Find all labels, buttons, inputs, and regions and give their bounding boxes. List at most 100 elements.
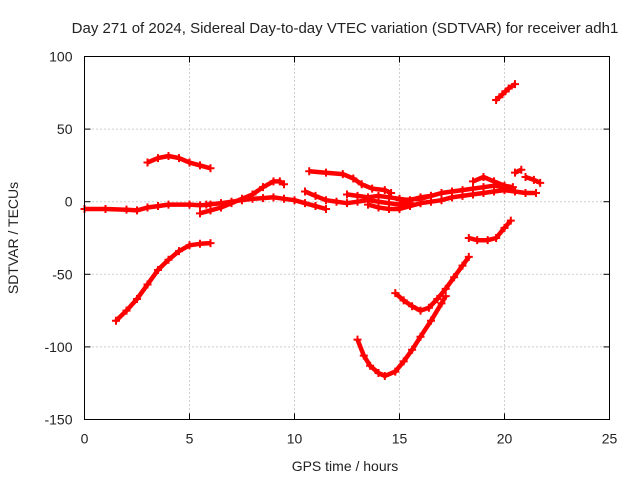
data-point [399, 296, 408, 305]
data-point [441, 284, 450, 293]
data-point [175, 154, 183, 163]
data-point [450, 273, 459, 282]
data-point [395, 204, 404, 213]
data-point [469, 190, 477, 199]
series-trace [393, 255, 471, 313]
data-point [164, 151, 173, 160]
data-point [206, 164, 215, 173]
data-point [529, 175, 538, 184]
data-point [374, 203, 383, 212]
data-point [275, 177, 284, 186]
data-point [269, 193, 278, 202]
data-point [364, 200, 372, 209]
data-point [280, 194, 288, 203]
axis-ticks: 0 5 10 15 20 25 -150 -100 -50 0 50 100 [44, 49, 617, 447]
data-point [357, 180, 366, 189]
data-point [290, 196, 299, 205]
data-point [154, 202, 162, 211]
x-axis-label: GPS time / hours [292, 458, 399, 474]
data-point [133, 206, 141, 215]
data-point [248, 194, 257, 203]
chart-title: Day 271 of 2024, Sidereal Day-to-day VTE… [72, 20, 619, 37]
data-point [532, 188, 540, 197]
data-point [424, 303, 433, 312]
series-trace [84, 202, 211, 213]
series-s15 [469, 173, 517, 192]
data-point [492, 96, 501, 105]
data-point [154, 154, 162, 163]
data-point [506, 216, 515, 225]
data-point [154, 265, 162, 274]
data-point [500, 181, 509, 190]
data-point [133, 294, 141, 303]
data-point [305, 167, 314, 176]
series-trace [399, 183, 505, 203]
data-point [343, 190, 351, 199]
data-point [122, 205, 131, 214]
data-point [143, 203, 152, 212]
data-point [185, 158, 194, 167]
data-point [322, 168, 330, 177]
data-point [380, 186, 389, 195]
data-point [416, 306, 425, 315]
data-point [238, 196, 246, 205]
data-point [368, 184, 377, 193]
series-s13 [391, 252, 473, 315]
series-s17 [511, 165, 526, 177]
data-point [391, 289, 400, 298]
data-point [374, 369, 383, 378]
data-point [458, 191, 467, 200]
data-point [517, 165, 526, 174]
data-point [511, 187, 519, 196]
data-point [385, 193, 393, 202]
data-point [175, 247, 183, 256]
series-s02 [112, 239, 215, 325]
data-point [143, 280, 152, 289]
data-point [311, 202, 320, 211]
data-point [196, 209, 204, 218]
data-point [458, 261, 467, 270]
x-tick-label: 10 [287, 431, 303, 447]
data-point [464, 234, 473, 242]
data-point [206, 239, 215, 248]
data-point [448, 193, 456, 202]
y-tick-label: -150 [44, 412, 72, 428]
series-s03 [143, 151, 215, 173]
data-point [217, 199, 225, 208]
data-point [473, 236, 482, 245]
data-point [311, 191, 320, 200]
data-point [427, 316, 435, 325]
data-point [479, 173, 488, 182]
series-s07 [305, 167, 396, 197]
data-point [164, 200, 173, 209]
data-point [259, 194, 267, 203]
data-point [364, 193, 372, 202]
data-point [338, 170, 347, 179]
data-point [391, 367, 400, 376]
series-trace [308, 168, 393, 196]
data-point [112, 316, 120, 325]
x-tick-label: 0 [81, 431, 89, 447]
x-tick-label: 25 [602, 431, 618, 447]
data-point [353, 335, 362, 344]
series-s05 [202, 193, 330, 213]
data-point [143, 158, 152, 167]
series-trace [494, 82, 517, 102]
data-point [416, 332, 425, 341]
data-point [408, 302, 417, 311]
data-point [408, 345, 417, 354]
data-point [441, 292, 450, 301]
data-point [332, 197, 341, 206]
y-tick-label: -50 [52, 266, 72, 282]
series-trace [114, 240, 211, 323]
data-point [185, 200, 194, 209]
y-tick-label: -100 [44, 339, 72, 355]
data-point [427, 197, 435, 206]
plot-frame [84, 56, 610, 420]
data-point [492, 234, 501, 242]
data-point [500, 223, 509, 232]
data-point [196, 161, 204, 170]
data-point [259, 183, 267, 192]
data-point [374, 191, 383, 200]
data-point [301, 187, 309, 196]
